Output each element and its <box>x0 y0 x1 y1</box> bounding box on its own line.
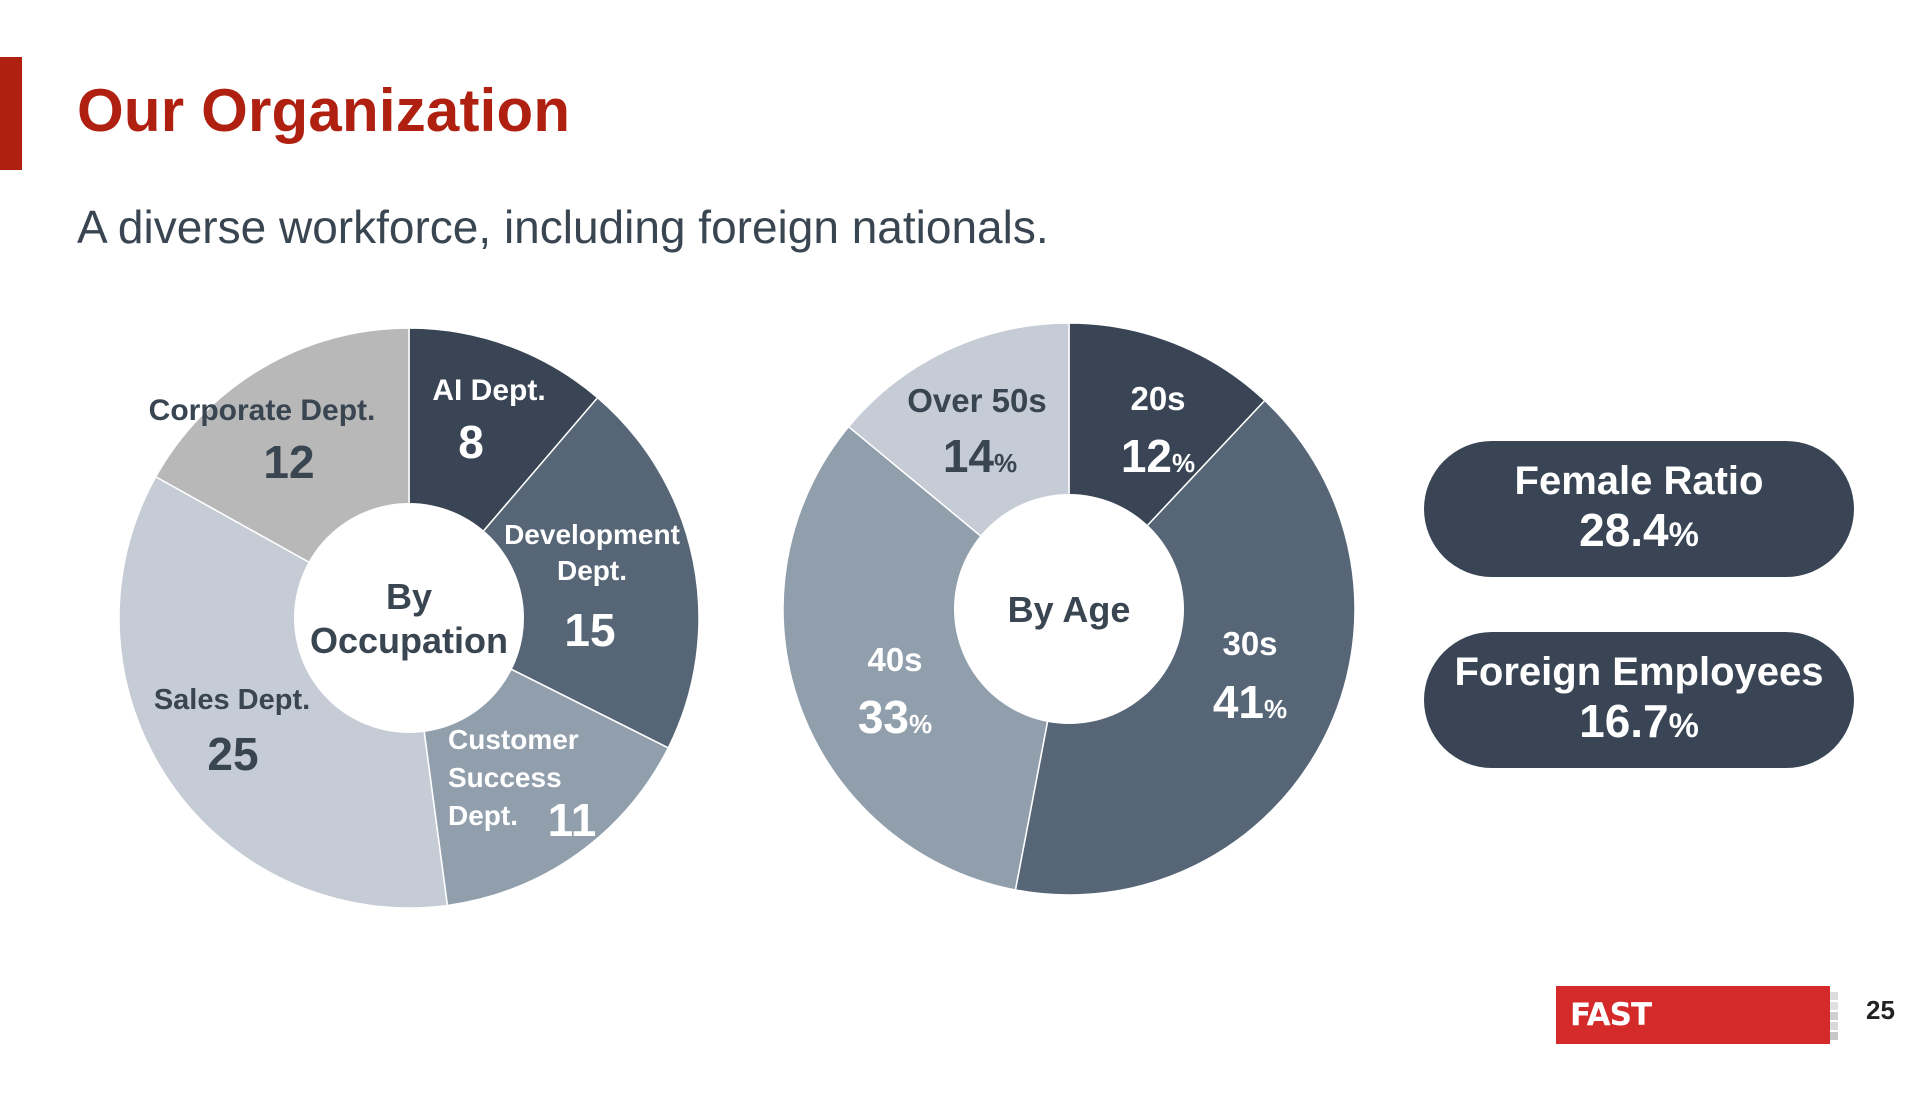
page-title: Our Organization <box>77 77 571 144</box>
donut-hole <box>294 503 524 733</box>
slice-label-customer-success-dept: Customer <box>448 724 579 755</box>
slice-value-unit: % <box>909 709 932 739</box>
logo-wordmark: FAST ACCOUNTING <box>1556 986 1830 1091</box>
title-accent-bar <box>0 57 22 170</box>
slice-value-customer-success-dept: 11 <box>548 794 597 846</box>
page-subtitle: A diverse workforce, including foreign n… <box>77 201 1049 253</box>
slice-label-30s: 30s <box>1222 625 1277 662</box>
slice-value-unit: % <box>1264 694 1287 724</box>
donut-center-title: Occupation <box>310 620 508 661</box>
slice-label-customer-success-dept: Dept. <box>448 800 518 831</box>
slice-sales-dept <box>118 475 449 909</box>
female-ratio-unit: % <box>1668 515 1699 554</box>
donut-hole <box>954 494 1184 724</box>
slice-label-development-dept: Dept. <box>557 555 627 586</box>
page-number: 25 <box>1866 995 1895 1025</box>
slice-30s <box>1014 399 1356 896</box>
slice-value-unit: % <box>994 448 1017 478</box>
slice-label-development-dept: Development <box>504 519 680 550</box>
slice-value-40s: 33% <box>858 691 932 743</box>
slice-40s <box>782 425 1070 891</box>
foreign-employees-card: Foreign Employees 16.7% <box>1424 632 1854 768</box>
slice-label-over-50s: Over 50s <box>907 382 1046 419</box>
slice-label-ai-dept: AI Dept. <box>432 374 545 407</box>
slice-value-ai-dept: 8 <box>458 416 484 468</box>
donut-center-title: By <box>386 576 432 617</box>
slice-label-customer-success-dept: Success <box>448 762 562 793</box>
slice-value-corporate-dept: 12 <box>263 436 314 488</box>
slice-value-sales-dept: 25 <box>207 728 258 780</box>
foreign-employees-label: Foreign Employees <box>1454 649 1824 694</box>
female-ratio-card: Female Ratio 28.4% <box>1424 441 1854 577</box>
slice-development-dept <box>407 396 700 749</box>
female-ratio-value: 28.4 <box>1579 503 1669 556</box>
foreign-employees-unit: % <box>1668 706 1699 745</box>
slice-label-20s: 20s <box>1130 380 1185 417</box>
slice-label-corporate-dept: Corporate Dept. <box>149 394 376 427</box>
slice-value-unit: % <box>1172 448 1195 478</box>
foreign-employees-value: 16.7 <box>1579 694 1669 747</box>
donut-center-title: By Age <box>1008 589 1131 630</box>
slice-value-development-dept: 15 <box>564 604 615 656</box>
female-ratio-label: Female Ratio <box>1514 458 1764 503</box>
slice-label-40s: 40s <box>867 641 922 678</box>
company-logo: FAST ACCOUNTING <box>1556 986 1842 1091</box>
slice-label-sales-dept: Sales Dept. <box>154 684 310 716</box>
